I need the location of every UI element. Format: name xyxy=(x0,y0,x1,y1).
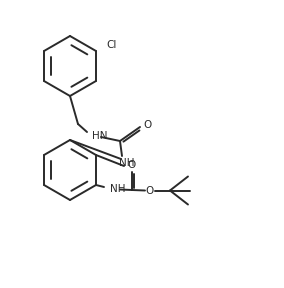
Text: O: O xyxy=(146,185,154,196)
Text: HN: HN xyxy=(92,131,108,141)
Text: O: O xyxy=(128,160,136,170)
Text: Cl: Cl xyxy=(106,40,116,50)
Text: NH: NH xyxy=(119,158,135,168)
Text: O: O xyxy=(143,120,151,130)
Text: NH: NH xyxy=(110,184,126,194)
